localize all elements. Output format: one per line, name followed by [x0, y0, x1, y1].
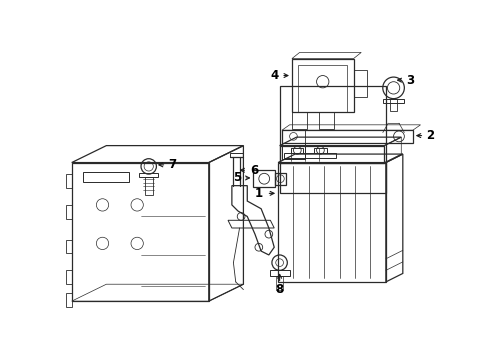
Text: 1: 1 — [255, 187, 263, 200]
Text: 6: 6 — [250, 164, 258, 177]
Text: 2: 2 — [426, 129, 435, 142]
Text: 7: 7 — [169, 158, 177, 171]
Text: 5: 5 — [233, 171, 242, 184]
Text: 3: 3 — [406, 74, 415, 87]
Text: 8: 8 — [275, 283, 284, 296]
Text: 4: 4 — [270, 69, 278, 82]
